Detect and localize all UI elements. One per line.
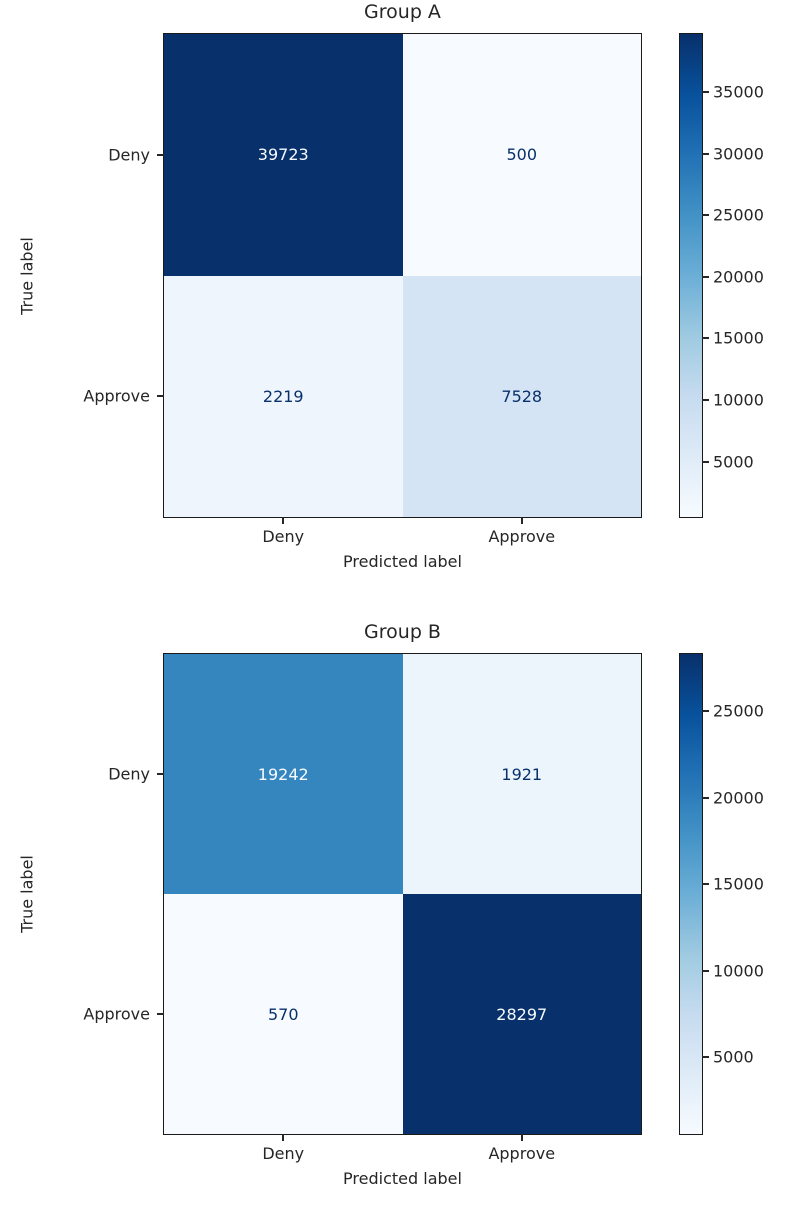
matrix-cell-deny-deny: 39723 [164, 34, 403, 276]
x-tick-mark [520, 1134, 523, 1141]
colorbar-tick-mark [702, 969, 709, 972]
heatmap-plot-area: 39723 500 2219 7528 Deny Approve Deny Appro… [18, 33, 642, 571]
x-tick-mark [520, 517, 523, 524]
confusion-matrix-figure-group-b: Group B 19242 1921 570 28297 Deny Approve D… [0, 620, 806, 1212]
chart-title: Group B [364, 621, 441, 643]
matrix-cell-deny-approve: 500 [402, 34, 641, 276]
x-tick-label-deny: Deny [262, 527, 305, 546]
colorbar-tick-label: 30000 [713, 144, 764, 164]
x-tick-label-approve: Approve [488, 527, 556, 546]
matrix-cell-approve-approve: 28297 [402, 894, 641, 1134]
colorbar-tick-label: 15000 [713, 874, 764, 894]
colorbar-tick-label: 5000 [713, 1047, 754, 1067]
matrix-cell-deny-deny: 19242 [164, 654, 403, 894]
colorbar-tick-mark [702, 214, 709, 217]
colorbar-tick-mark [702, 152, 709, 155]
y-tick-label-deny: Deny [108, 145, 150, 165]
chart-title: Group A [364, 1, 441, 23]
colorbar-tick-label: 35000 [713, 82, 764, 102]
confusion-matrix-figure-group-a: Group A 39723 500 2219 7528 Deny Approve De… [0, 0, 806, 600]
y-tick-mark [157, 773, 164, 775]
colorbar-tick-label: 15000 [713, 328, 764, 348]
colorbar-tick-label: 25000 [713, 205, 764, 225]
colorbar-tick-label: 10000 [713, 961, 764, 981]
y-tick-label-approve: Approve [83, 1004, 150, 1024]
matrix-cell-approve-deny: 570 [164, 894, 403, 1134]
x-axis-label: Predicted label [343, 1169, 462, 1188]
y-tick-label-deny: Deny [108, 764, 150, 784]
colorbar-tick-label: 25000 [713, 701, 764, 721]
matrix-cell-approve-deny: 2219 [164, 275, 403, 517]
colorbar-tick-label: 10000 [713, 390, 764, 410]
colorbar-gradient [680, 654, 702, 1134]
y-tick-mark [157, 153, 164, 156]
x-tick-label-approve: Approve [488, 1144, 556, 1163]
y-axis-label: True label [17, 236, 37, 315]
y-axis-label: True label [17, 855, 37, 933]
colorbar-gradient [680, 34, 702, 517]
colorbar-tick-mark [702, 275, 709, 278]
y-tick-mark [157, 395, 164, 398]
y-tick-mark [157, 1013, 164, 1015]
colorbar-tick-label: 20000 [713, 788, 764, 808]
colorbar-tick-mark [702, 337, 709, 340]
colorbar-tick-label: 5000 [713, 452, 754, 472]
x-axis-label: Predicted label [343, 552, 462, 571]
colorbar-tick-mark [702, 460, 709, 463]
colorbar-tick-mark [702, 1056, 709, 1059]
colorbar-tick-mark [702, 796, 709, 799]
matrix-cell-approve-approve: 7528 [402, 275, 641, 517]
colorbar-tick-mark [702, 399, 709, 401]
colorbar: 5000 10000 15000 20000 25000 [679, 653, 764, 1135]
heatmap-grid: 39723 500 2219 7528 [164, 34, 641, 517]
colorbar-tick-label: 20000 [713, 267, 764, 287]
x-tick-label-deny: Deny [262, 1144, 305, 1163]
heatmap-grid: 19242 1921 570 28297 [164, 654, 641, 1134]
matrix-cell-deny-approve: 1921 [402, 654, 641, 894]
x-tick-mark [282, 1134, 285, 1141]
colorbar-tick-mark [702, 883, 709, 886]
colorbar: 5000 10000 15000 20000 25000 30000 35000 [679, 33, 764, 518]
y-tick-label-approve: Approve [83, 386, 150, 406]
heatmap-plot-area: 19242 1921 570 28297 Deny Approve Deny Appr… [18, 653, 642, 1188]
colorbar-tick-mark [702, 91, 709, 94]
colorbar-tick-mark [702, 710, 709, 713]
x-tick-mark [282, 517, 285, 524]
